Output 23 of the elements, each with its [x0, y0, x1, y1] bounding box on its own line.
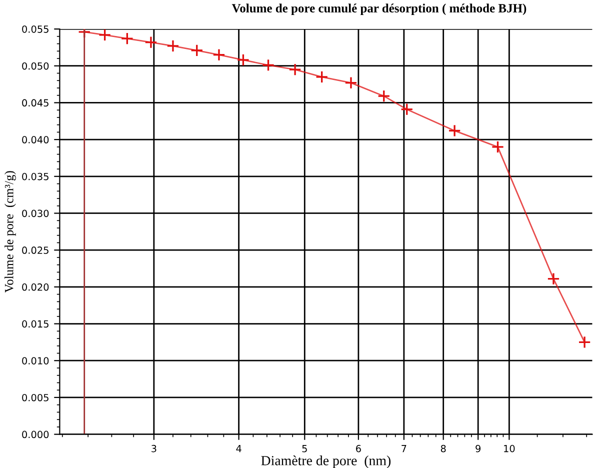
x-tick-label: 6 [356, 444, 361, 452]
x-tick-label: 3 [152, 444, 156, 452]
y-axis-title: Volume de pore (cm³/g) [4, 171, 16, 293]
y-tick-label: 0.015 [22, 320, 48, 328]
x-axis-title: Diamètre de pore (nm) [261, 456, 391, 468]
x-tick-label: 4 [236, 445, 242, 452]
y-tick-label: 0.045 [22, 99, 48, 107]
x-tick-label: 10 [504, 444, 515, 452]
x-tick-label: 8 [440, 444, 446, 452]
x-tick-label: 9 [476, 444, 481, 452]
chart-title: Volume de pore cumulé par désorption ( méthode BJH) [232, 4, 526, 16]
y-tick-label: 0.040 [22, 136, 49, 144]
x-tick-label: 5 [302, 445, 307, 452]
y-tick-label: 0.025 [22, 246, 48, 254]
y-tick-label: 0.050 [22, 62, 49, 70]
y-tick-label: 0.035 [22, 172, 48, 180]
y-tick-label: 0.055 [22, 25, 48, 33]
y-tick-label: 0.020 [22, 283, 49, 291]
y-tick-label: 0.030 [22, 210, 49, 218]
y-tick-label: 0.005 [22, 394, 48, 402]
y-tick-label: 0.000 [22, 430, 49, 438]
y-tick-label: 0.010 [22, 357, 49, 364]
x-tick-label: 7 [402, 445, 406, 452]
